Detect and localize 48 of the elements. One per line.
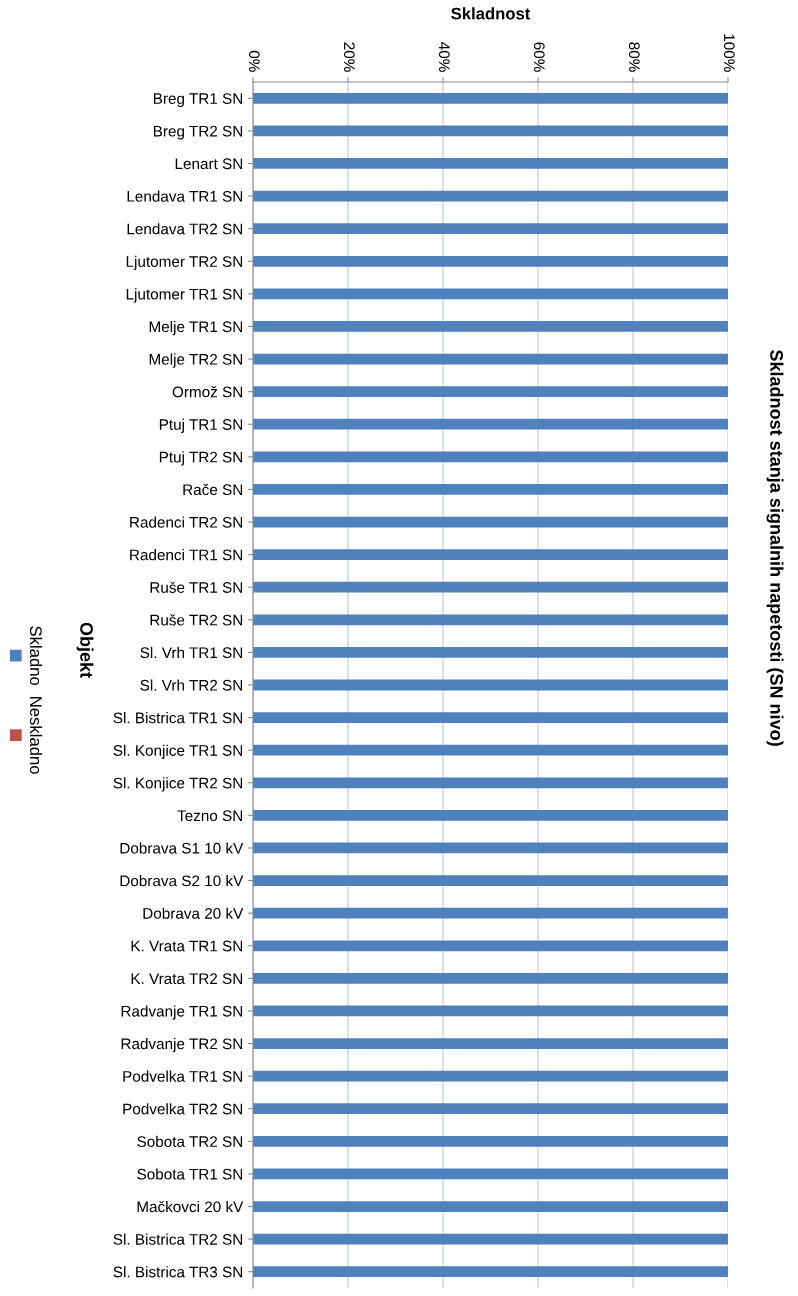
x-axis-title: Skladnost: [451, 7, 531, 20]
y-tick-label: Breg TR1 SN: [153, 93, 243, 107]
y-tick-label: Melje TR1 SN: [149, 320, 243, 336]
y-tick-label: Radenci TR2 SN: [130, 516, 243, 528]
y-tick-label: Lenart SN: [175, 158, 243, 170]
y-tick-label: Breg TR2 SN: [153, 125, 243, 140]
y-tick-label: Dobrava S1 10 kV: [120, 842, 244, 854]
y-tick-label: Ptuj TR2 SN: [159, 451, 243, 466]
y-tick-label: Sl. Vrh TR1 SN: [140, 646, 243, 659]
y-tick-label: Tezno SN: [177, 810, 243, 822]
y-tick-label: Ljutomer TR1 SN: [126, 288, 243, 303]
y-axis-title: Objekt: [76, 622, 94, 678]
x-tick-label: 100%: [723, 34, 735, 72]
y-tick-label: Lendava TR1 SN: [127, 190, 243, 202]
x-tick-label: 0%: [248, 50, 260, 72]
y-tick-label: Rače SN: [183, 483, 243, 496]
y-tick-label: K. Vrata TR2 SN: [131, 973, 243, 985]
legend-label: Skladno: [29, 626, 43, 686]
text: Skladnost stanja signalnih napetosti (SN nivo): [766, 349, 784, 746]
y-tick-label: Sl. Bistrica TR2 SN: [113, 1233, 243, 1245]
y-tick-label: Sobota TR1 SN: [137, 1168, 243, 1180]
y-tick-label: Ptuj TR1 SN: [159, 418, 243, 433]
y-tick-label: Ormož SN: [172, 386, 243, 398]
y-tick-label: Sl. Bistrica TR1 SN: [113, 712, 243, 724]
y-tick-label: Lendava TR2 SN: [127, 223, 243, 235]
x-tick-label: 20%: [343, 42, 355, 72]
y-tick-label: Podvelka TR2 SN: [123, 1103, 243, 1115]
y-tick-label: Melje TR2 SN: [149, 353, 243, 368]
y-tick-label: Radenci TR1 SN: [130, 549, 243, 561]
y-tick-label: Ruše TR1 SN: [150, 581, 243, 593]
y-tick-label: Ruše TR2 SN: [150, 614, 243, 626]
y-tick-label: Sobota TR2 SN: [137, 1135, 243, 1148]
y-tick-label: Sl. Bistrica TR3 SN: [113, 1266, 243, 1278]
y-tick-label: K. Vrata TR1 SN: [131, 940, 243, 952]
x-tick-label: 40%: [438, 42, 450, 72]
legend-label: Neskladno: [29, 697, 43, 774]
x-tick-label: 80%: [628, 42, 640, 72]
x-tick-label: 60%: [533, 42, 545, 72]
y-tick-label: Radvanje TR1 SN: [121, 1005, 243, 1020]
y-tick-label: Sl. Konjice TR1 SN: [113, 744, 243, 759]
y-tick-label: Sl. Konjice TR2 SN: [113, 777, 243, 792]
y-tick-label: Podvelka TR1 SN: [123, 1070, 243, 1082]
y-tick-label: Radvanje TR2 SN: [121, 1038, 243, 1053]
y-tick-label: Dobrava 20 kV: [143, 907, 244, 919]
y-tick-label: Ljutomer TR2 SN: [126, 255, 243, 270]
y-tick-label: Mačkovci 20 kV: [137, 1200, 244, 1213]
y-tick-label: Dobrava S2 10 kV: [120, 875, 244, 887]
y-tick-label: Sl. Vrh TR2 SN: [140, 679, 243, 691]
